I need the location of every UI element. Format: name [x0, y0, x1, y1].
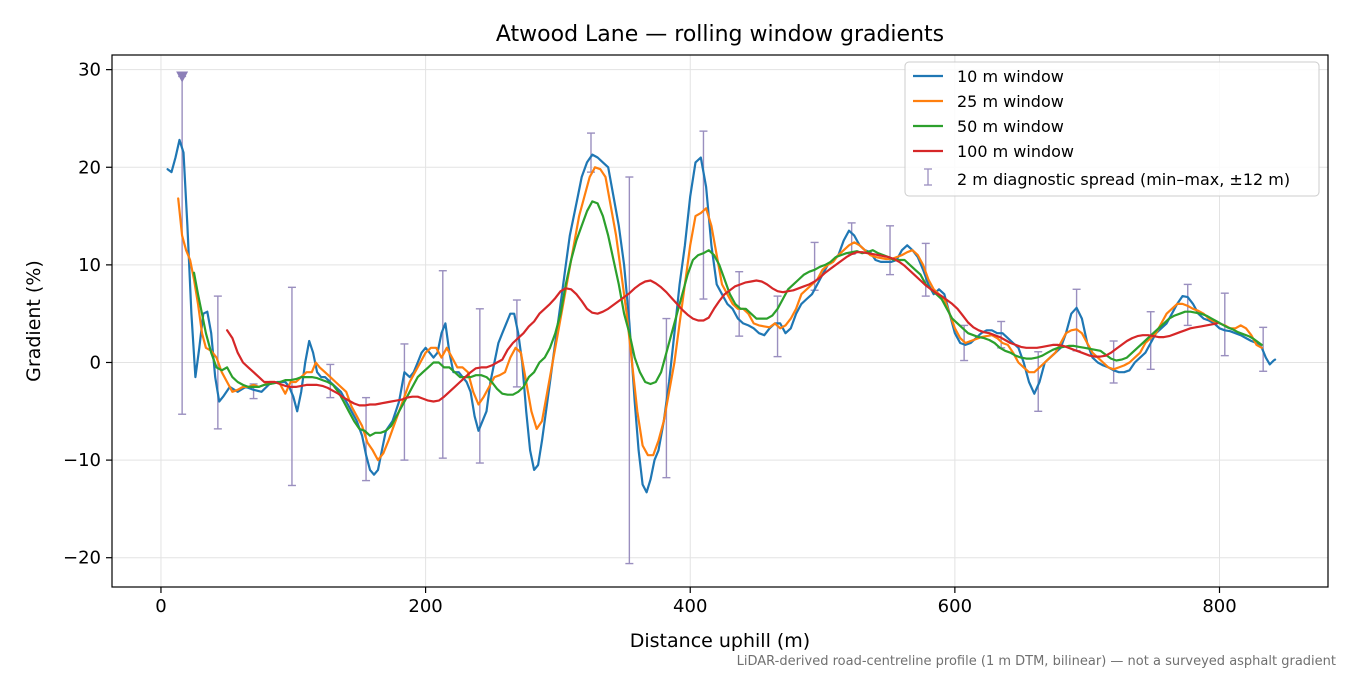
y-tick-label: 10	[78, 255, 101, 276]
y-tick-label: −10	[63, 450, 101, 471]
x-tick-label: 200	[408, 596, 442, 617]
chart-title: Atwood Lane — rolling window gradients	[496, 22, 944, 47]
errorbar	[1034, 351, 1043, 412]
x-axis-label: Distance uphill (m)	[630, 630, 810, 652]
series-line-100m	[226, 251, 1218, 407]
legend: 10 m window 25 m window 50 m window 100 …	[904, 61, 1320, 197]
flagged-marker-group	[176, 71, 189, 83]
x-tick-label: 600	[938, 596, 972, 617]
x-tick-label: 800	[1202, 596, 1236, 617]
legend-swatch-errorbar	[924, 168, 932, 186]
x-tick-label: 400	[673, 596, 707, 617]
errorbar	[886, 225, 895, 276]
y-axis-label: Gradient (%)	[23, 260, 45, 382]
y-tick-label: 30	[78, 60, 101, 81]
legend-label-100m: 100 m window	[957, 142, 1074, 161]
errorbar	[699, 130, 708, 300]
errorbar	[475, 308, 484, 464]
y-tick-label: −20	[63, 548, 101, 569]
errorbar	[735, 271, 744, 337]
errorbar	[512, 299, 521, 388]
errorbar	[625, 176, 634, 565]
legend-box	[904, 61, 1320, 197]
errorbar	[438, 270, 447, 459]
series-lines	[166, 138, 1277, 494]
series-line-50m	[192, 200, 1263, 437]
plot-frame	[111, 54, 1329, 588]
legend-label-50m: 50 m window	[957, 117, 1064, 136]
legend-label-25m: 25 m window	[957, 92, 1064, 111]
flagged-marker	[176, 71, 189, 83]
y-axis-ticks: −20 −10 0 10 20 30	[63, 60, 112, 569]
y-tick-label: 20	[78, 157, 101, 178]
series-line-10m	[166, 138, 1277, 494]
legend-label-errorbar: 2 m diagnostic spread (min–max, ±12 m)	[957, 170, 1290, 189]
y-tick-label: 0	[90, 352, 101, 373]
footnote: LiDAR-derived road-centreline profile (1…	[737, 654, 1336, 669]
errorbar	[586, 132, 595, 173]
errorbar	[1146, 311, 1155, 371]
series-line-25m	[177, 166, 1263, 462]
errorbar	[1109, 340, 1118, 384]
x-axis-ticks: 0 200 400 600 800	[155, 587, 1237, 617]
legend-label-10m: 10 m window	[957, 67, 1064, 86]
x-tick-label: 0	[155, 596, 166, 617]
